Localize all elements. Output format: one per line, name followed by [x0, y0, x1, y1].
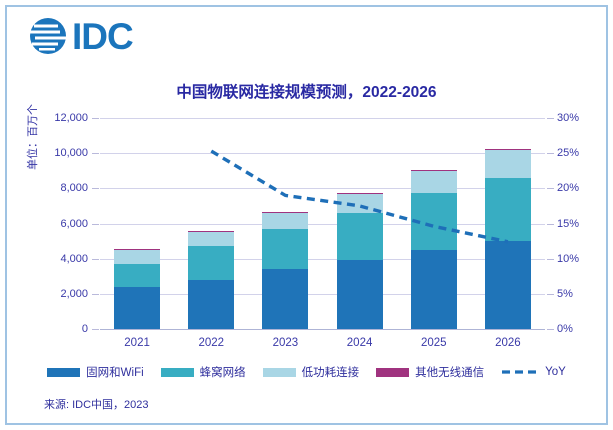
idc-logo-text: IDC	[72, 15, 134, 57]
stacked-bar-2022	[188, 230, 235, 329]
bar-segment	[262, 228, 309, 270]
right-axis-tick-label: 10%	[557, 252, 580, 265]
x-axis-label: 2024	[346, 337, 373, 349]
legend-item: 蜂窝网络	[160, 364, 246, 380]
bar-segment	[484, 149, 531, 178]
left-axis-tick-label: 12,000	[54, 112, 88, 124]
left-axis-tick-label: 0	[81, 323, 88, 335]
right-axis-tick-mark	[547, 258, 554, 260]
legend-item: 低功耗连接	[262, 364, 360, 380]
stacked-bar-2026	[484, 148, 531, 329]
right-axis-tick-label: 20%	[557, 182, 580, 195]
bar-segment	[262, 211, 309, 213]
gridline	[100, 329, 545, 330]
gridline	[100, 118, 545, 119]
bar-segment	[114, 286, 161, 329]
right-axis-tick-mark	[547, 293, 554, 295]
left-axis-tick-label: 6,000	[60, 217, 88, 230]
bar-segment	[410, 170, 457, 172]
yoy-line-layer	[210, 149, 509, 244]
gridline	[100, 223, 545, 225]
gridline	[100, 188, 545, 190]
bar-segment	[188, 246, 235, 280]
legend-label: 低功耗连接	[301, 367, 360, 379]
x-axis-label: 2026	[495, 337, 521, 349]
chart-title: 中国物联网连接规模预测，2022-2026	[176, 84, 437, 101]
bar-segment	[336, 260, 383, 329]
gridline	[100, 153, 545, 155]
bar-segment	[410, 249, 457, 329]
bar-segment	[336, 212, 383, 261]
left-axis-tick-mark	[92, 153, 99, 155]
left-axis-tick-mark	[92, 258, 99, 260]
left-axis-tick-label: 2,000	[60, 287, 88, 300]
x-axis-label: 2022	[198, 337, 225, 349]
x-axis-label: 2023	[272, 337, 299, 349]
bar-segment	[484, 148, 531, 150]
legend-swatch	[262, 367, 296, 377]
gridline	[100, 258, 545, 260]
bar-segment	[262, 269, 309, 329]
right-axis-tick-mark	[547, 188, 554, 190]
bar-segment	[188, 230, 235, 232]
bar-segment	[188, 279, 235, 329]
stacked-bar-2021	[114, 249, 161, 329]
right-axis-tick-label: 5%	[557, 287, 573, 300]
right-axis-tick-mark	[547, 223, 554, 225]
left-axis-tick-mark	[92, 223, 99, 225]
source-note: 来源: IDC中国，2023	[44, 399, 149, 411]
right-axis-tick-label: 0%	[557, 323, 573, 335]
gridline	[100, 293, 545, 295]
left-axis-tick-label: 10,000	[54, 147, 88, 160]
bar-segment	[114, 263, 161, 287]
idc-logo: IDC	[28, 15, 134, 57]
yoy-dashed-line	[210, 149, 509, 244]
bar-segment	[114, 249, 161, 251]
stacked-bar-2024	[336, 192, 383, 329]
legend-swatch	[47, 367, 81, 377]
left-axis-tick-mark	[92, 118, 99, 119]
x-axis-label: 2025	[420, 337, 447, 349]
legend-swatch	[160, 367, 194, 377]
legend-label: 蜂窝网络	[199, 367, 246, 379]
right-axis-tick-label: 25%	[557, 147, 580, 160]
right-axis-tick-mark	[547, 153, 554, 155]
legend-swatch	[376, 367, 410, 377]
x-axis-label: 2021	[124, 337, 150, 349]
right-axis-tick-mark	[547, 118, 554, 119]
legend-label: 固网和WiFi	[86, 367, 144, 379]
legend-item: 固网和WiFi	[47, 364, 144, 380]
right-axis-tick-label: 15%	[557, 217, 580, 230]
bar-segment	[410, 171, 457, 193]
bar-segment	[336, 193, 383, 213]
stacked-bar-2023	[262, 211, 309, 329]
bar-segment	[262, 212, 309, 229]
left-axis-tick-mark	[92, 329, 99, 330]
bar-segment	[484, 241, 531, 329]
legend-item: 其他无线通信	[376, 364, 484, 380]
left-axis-tick-label: 4,000	[60, 252, 88, 265]
legend-label: YoY	[545, 366, 566, 378]
chart-legend: 固网和WiFi 蜂窝网络 低功耗连接 其他无线通信 YoY	[0, 364, 613, 380]
legend-item-yoy: YoY	[501, 366, 566, 378]
bar-segment	[188, 231, 235, 247]
legend-label: 其他无线通信	[415, 367, 485, 379]
plot-area	[100, 118, 545, 330]
right-axis-tick-label: 30%	[557, 112, 580, 124]
left-axis-tick-mark	[92, 293, 99, 295]
left-axis-tick-mark	[92, 188, 99, 190]
idc-globe-icon	[30, 18, 66, 54]
bar-segment	[336, 192, 383, 194]
bar-segment	[114, 250, 161, 264]
left-axis-tick-label: 8,000	[60, 182, 88, 195]
legend-dashed-line-icon	[502, 370, 539, 374]
bar-segment	[484, 177, 531, 242]
right-axis-tick-mark	[547, 329, 554, 330]
